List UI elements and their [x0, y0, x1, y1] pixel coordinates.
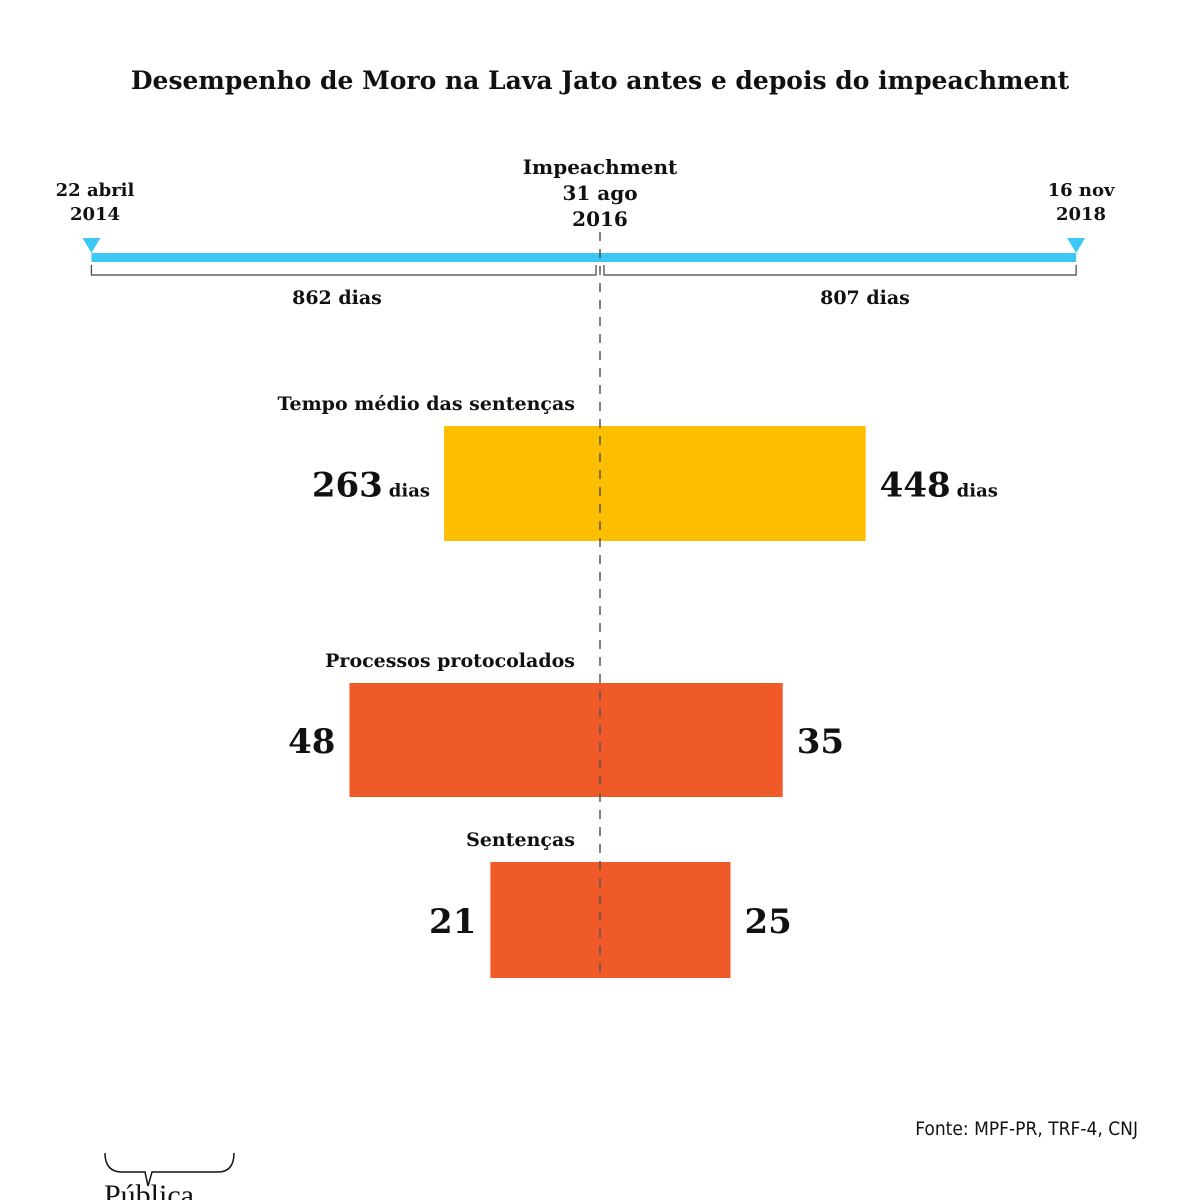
bar-after	[600, 683, 783, 797]
timeline-end-label: 16 nov	[1048, 180, 1115, 201]
bar-before	[490, 862, 600, 978]
value-label-before: 21	[429, 902, 476, 942]
svg-text:Pública: Pública	[104, 1179, 194, 1200]
timeline-start-year: 2014	[70, 204, 120, 225]
bar-before	[444, 426, 600, 541]
after-duration-bracket	[603, 265, 1077, 276]
value-label-before: 263 dias	[312, 466, 430, 506]
bar-after	[600, 426, 866, 541]
group-label: Sentenças	[466, 829, 575, 851]
timeline-middle-year: 2016	[572, 207, 628, 231]
value-label-after: 35	[797, 722, 844, 762]
timeline-start-marker	[82, 238, 101, 253]
before-duration-bracket	[90, 265, 597, 276]
timeline-bar	[91, 253, 1077, 262]
source-note: Fonte: MPF-PR, TRF-4, CNJ	[915, 1118, 1138, 1140]
value-label-after: 25	[745, 902, 792, 942]
bar-after	[600, 862, 731, 978]
before-duration-label: 862 dias	[292, 287, 382, 309]
timeline-end-year: 2018	[1056, 204, 1106, 225]
chart-title: Desempenho de Moro na Lava Jato antes e …	[131, 66, 1070, 95]
timeline-middle-date: 31 ago	[562, 181, 637, 205]
timeline-end-marker	[1067, 238, 1086, 253]
timeline	[82, 238, 1086, 276]
timeline-middle-event: Impeachment	[523, 155, 678, 179]
group-label: Tempo médio das sentenças	[278, 393, 575, 415]
publica-logo: Pública	[104, 1152, 235, 1200]
bars: Tempo médio das sentenças 263 dias 448 dias P…	[278, 393, 998, 978]
after-duration-label: 807 dias	[820, 287, 910, 309]
timeline-start-label: 22 abril	[56, 180, 135, 201]
value-label-after: 448 dias	[880, 466, 998, 506]
group-label: Processos protocolados	[325, 650, 575, 672]
value-label-before: 48	[288, 722, 335, 762]
bar-before	[349, 683, 600, 797]
